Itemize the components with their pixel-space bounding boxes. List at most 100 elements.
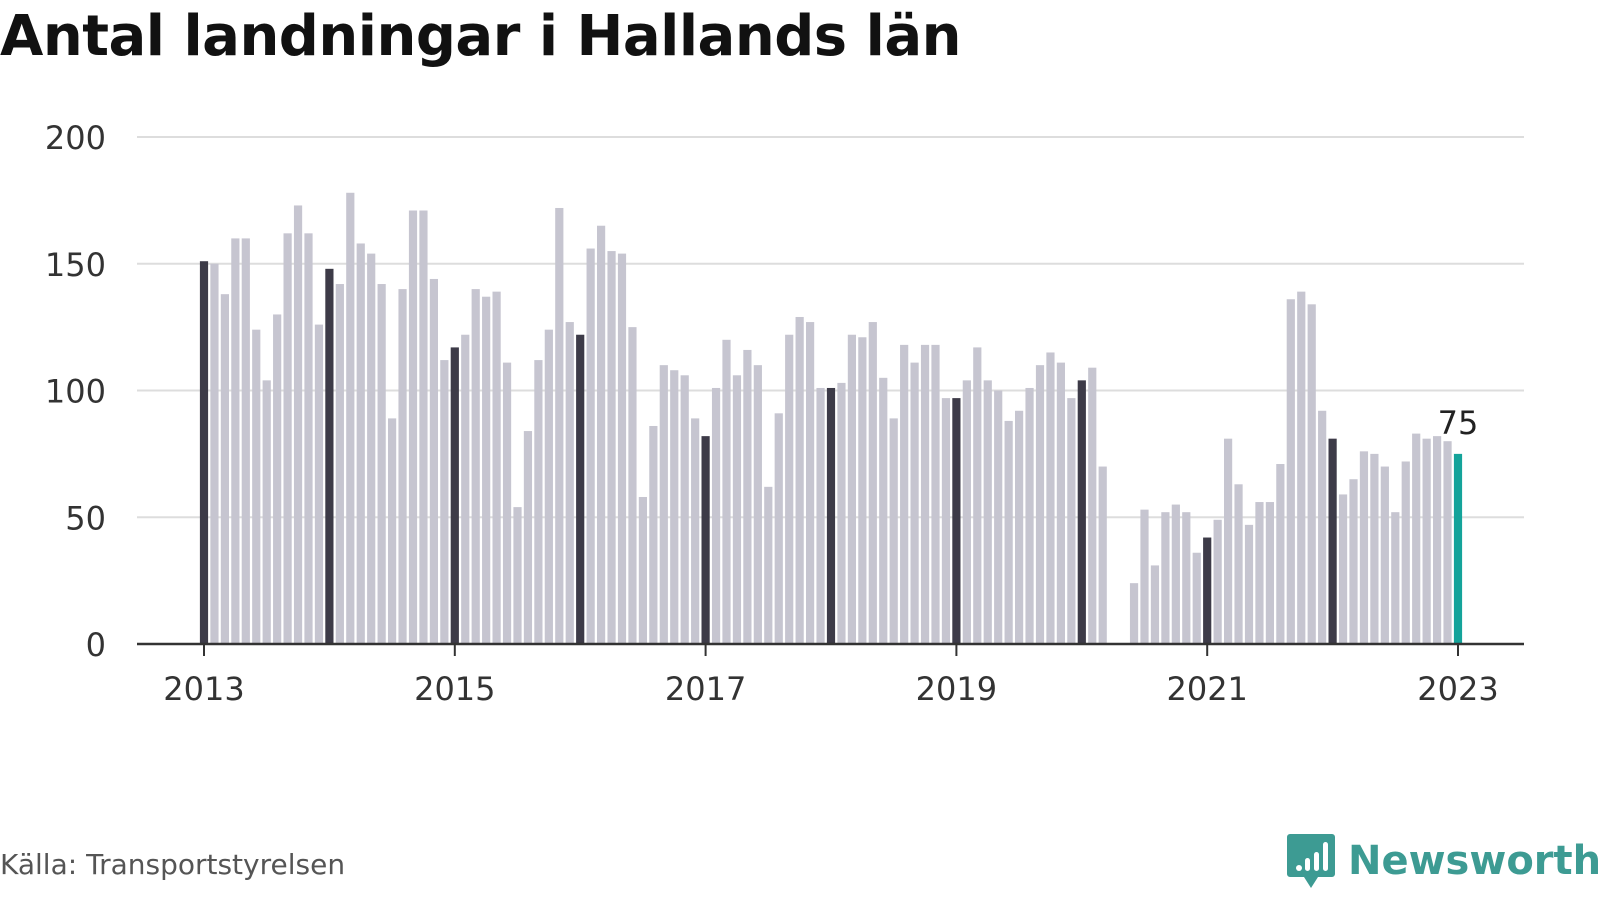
bar: [199, 261, 209, 644]
y-tick-label: 50: [65, 499, 106, 537]
bar: [931, 344, 940, 644]
bar: [1370, 453, 1379, 644]
bar: [586, 248, 595, 645]
x-tick-label: 2013: [163, 670, 244, 708]
bar: [680, 375, 689, 644]
bar: [1359, 451, 1369, 644]
bar: [711, 387, 721, 644]
bar: [1422, 438, 1431, 644]
bar: [1433, 436, 1442, 644]
bar: [1140, 509, 1149, 644]
bar: [1318, 410, 1327, 644]
bar: [252, 329, 261, 644]
bar: [1349, 479, 1358, 644]
bar: [670, 370, 679, 644]
bar: [283, 233, 292, 644]
x-tick-label: 2017: [665, 670, 746, 708]
bar: [273, 314, 282, 644]
bar: [722, 339, 731, 644]
bar: [314, 324, 324, 644]
x-tick-label: 2015: [414, 670, 495, 708]
bar: [691, 418, 700, 644]
bar: [513, 507, 522, 644]
bar: [555, 207, 564, 645]
bar: [1380, 466, 1389, 644]
bar: [795, 316, 804, 644]
bar: [1046, 352, 1055, 644]
bar: [826, 387, 836, 644]
bar: [1224, 438, 1233, 644]
bar: [900, 344, 909, 644]
bar: [241, 238, 250, 644]
x-tick-label: 2023: [1417, 670, 1498, 708]
bar: [1297, 291, 1306, 644]
bar: [638, 496, 647, 644]
bar: [816, 387, 825, 644]
bar: [952, 398, 961, 644]
bar: [502, 362, 512, 644]
bar: [889, 418, 898, 644]
bars: [199, 192, 1463, 645]
bar: [335, 284, 344, 644]
bar: [1401, 461, 1410, 644]
bar: [1338, 494, 1348, 644]
bar: [764, 486, 773, 644]
bar: [649, 425, 658, 644]
bar: [1453, 453, 1463, 644]
bar: [1443, 441, 1452, 644]
bar: [398, 289, 407, 644]
bar: [1412, 433, 1421, 644]
bar: [210, 263, 219, 644]
bar: [419, 210, 428, 644]
bar: [774, 413, 783, 644]
y-tick-label: 100: [45, 373, 106, 411]
y-tick-label: 200: [45, 119, 106, 157]
bar: [565, 322, 574, 644]
bar: [356, 243, 365, 644]
y-tick-label: 150: [45, 246, 106, 284]
source-note: Källa: Transportstyrelsen: [0, 848, 346, 881]
bar: [628, 327, 637, 644]
bar: [492, 291, 501, 644]
bar: [1056, 362, 1065, 644]
brand-name: Newsworthy: [1348, 838, 1600, 884]
bar: [607, 251, 616, 644]
bar: [806, 322, 815, 644]
bar: [879, 377, 888, 644]
bar: [1244, 524, 1254, 644]
bar: [1276, 464, 1285, 644]
bar: [450, 347, 459, 644]
axes: [137, 642, 1524, 656]
y-tick-label: 0: [86, 626, 106, 664]
x-tick-label: 2019: [916, 670, 997, 708]
bar: [1391, 512, 1400, 644]
bar: [231, 238, 240, 644]
bar: [743, 349, 752, 644]
bar: [1203, 537, 1212, 644]
bar: [910, 362, 919, 644]
bar: [1234, 484, 1243, 644]
x-tick-label: 2021: [1166, 670, 1247, 708]
bar: [941, 398, 951, 644]
bar: [868, 322, 877, 644]
bar: [617, 253, 627, 645]
bar: [1004, 420, 1013, 644]
newsworthy-brand[interactable]: Newsworthy: [1286, 832, 1600, 890]
bar: [659, 365, 668, 644]
bar: [983, 380, 992, 644]
bar: [837, 382, 846, 644]
bar: [1286, 299, 1295, 644]
bar: [262, 380, 271, 644]
bar: [576, 334, 585, 644]
bar: [1182, 512, 1191, 644]
bar: [858, 337, 867, 644]
bar: [482, 296, 491, 644]
bar: [1328, 438, 1337, 644]
bar: [785, 334, 794, 644]
bar: [920, 344, 930, 644]
bar: [847, 334, 856, 644]
bar: [293, 205, 303, 644]
bar: [1088, 367, 1097, 644]
bar: [346, 192, 355, 644]
bar: [962, 380, 971, 644]
